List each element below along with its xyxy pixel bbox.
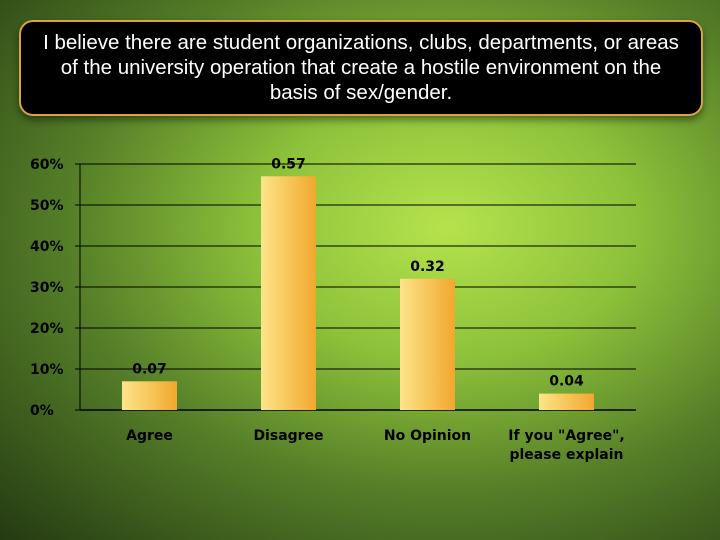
y-tick-label: 60%: [30, 157, 64, 173]
bars: [122, 176, 594, 410]
slide-title: I believe there are student organization…: [43, 31, 679, 104]
y-tick-label: 0%: [30, 403, 54, 419]
data-label: 0.32: [410, 259, 445, 275]
data-label: 0.57: [271, 156, 306, 172]
bar: [261, 176, 316, 410]
category-label: please explain: [509, 447, 623, 463]
bar: [400, 278, 455, 410]
data-labels: 0.07 0.57 0.32 0.04: [132, 156, 584, 389]
category-label: Disagree: [253, 428, 323, 444]
y-tick-label: 50%: [30, 198, 64, 214]
y-tick-label: 20%: [30, 321, 64, 337]
bar: [539, 393, 594, 410]
title-box: I believe there are student organization…: [19, 20, 703, 116]
y-tick-label: 10%: [30, 362, 64, 378]
category-label: If you "Agree",: [508, 428, 624, 444]
y-tick-label: 40%: [30, 239, 64, 255]
category-label: No Opinion: [384, 428, 471, 444]
data-label: 0.04: [549, 374, 584, 390]
x-axis-categories: Agree Disagree No Opinion If you "Agree", pl…: [126, 428, 625, 463]
y-axis-ticks: 0% 10% 20% 30% 40% 50% 60%: [30, 157, 64, 419]
category-label: Agree: [126, 428, 173, 444]
y-tick-label: 30%: [30, 280, 64, 296]
data-label: 0.07: [132, 361, 167, 377]
bar: [122, 381, 177, 410]
